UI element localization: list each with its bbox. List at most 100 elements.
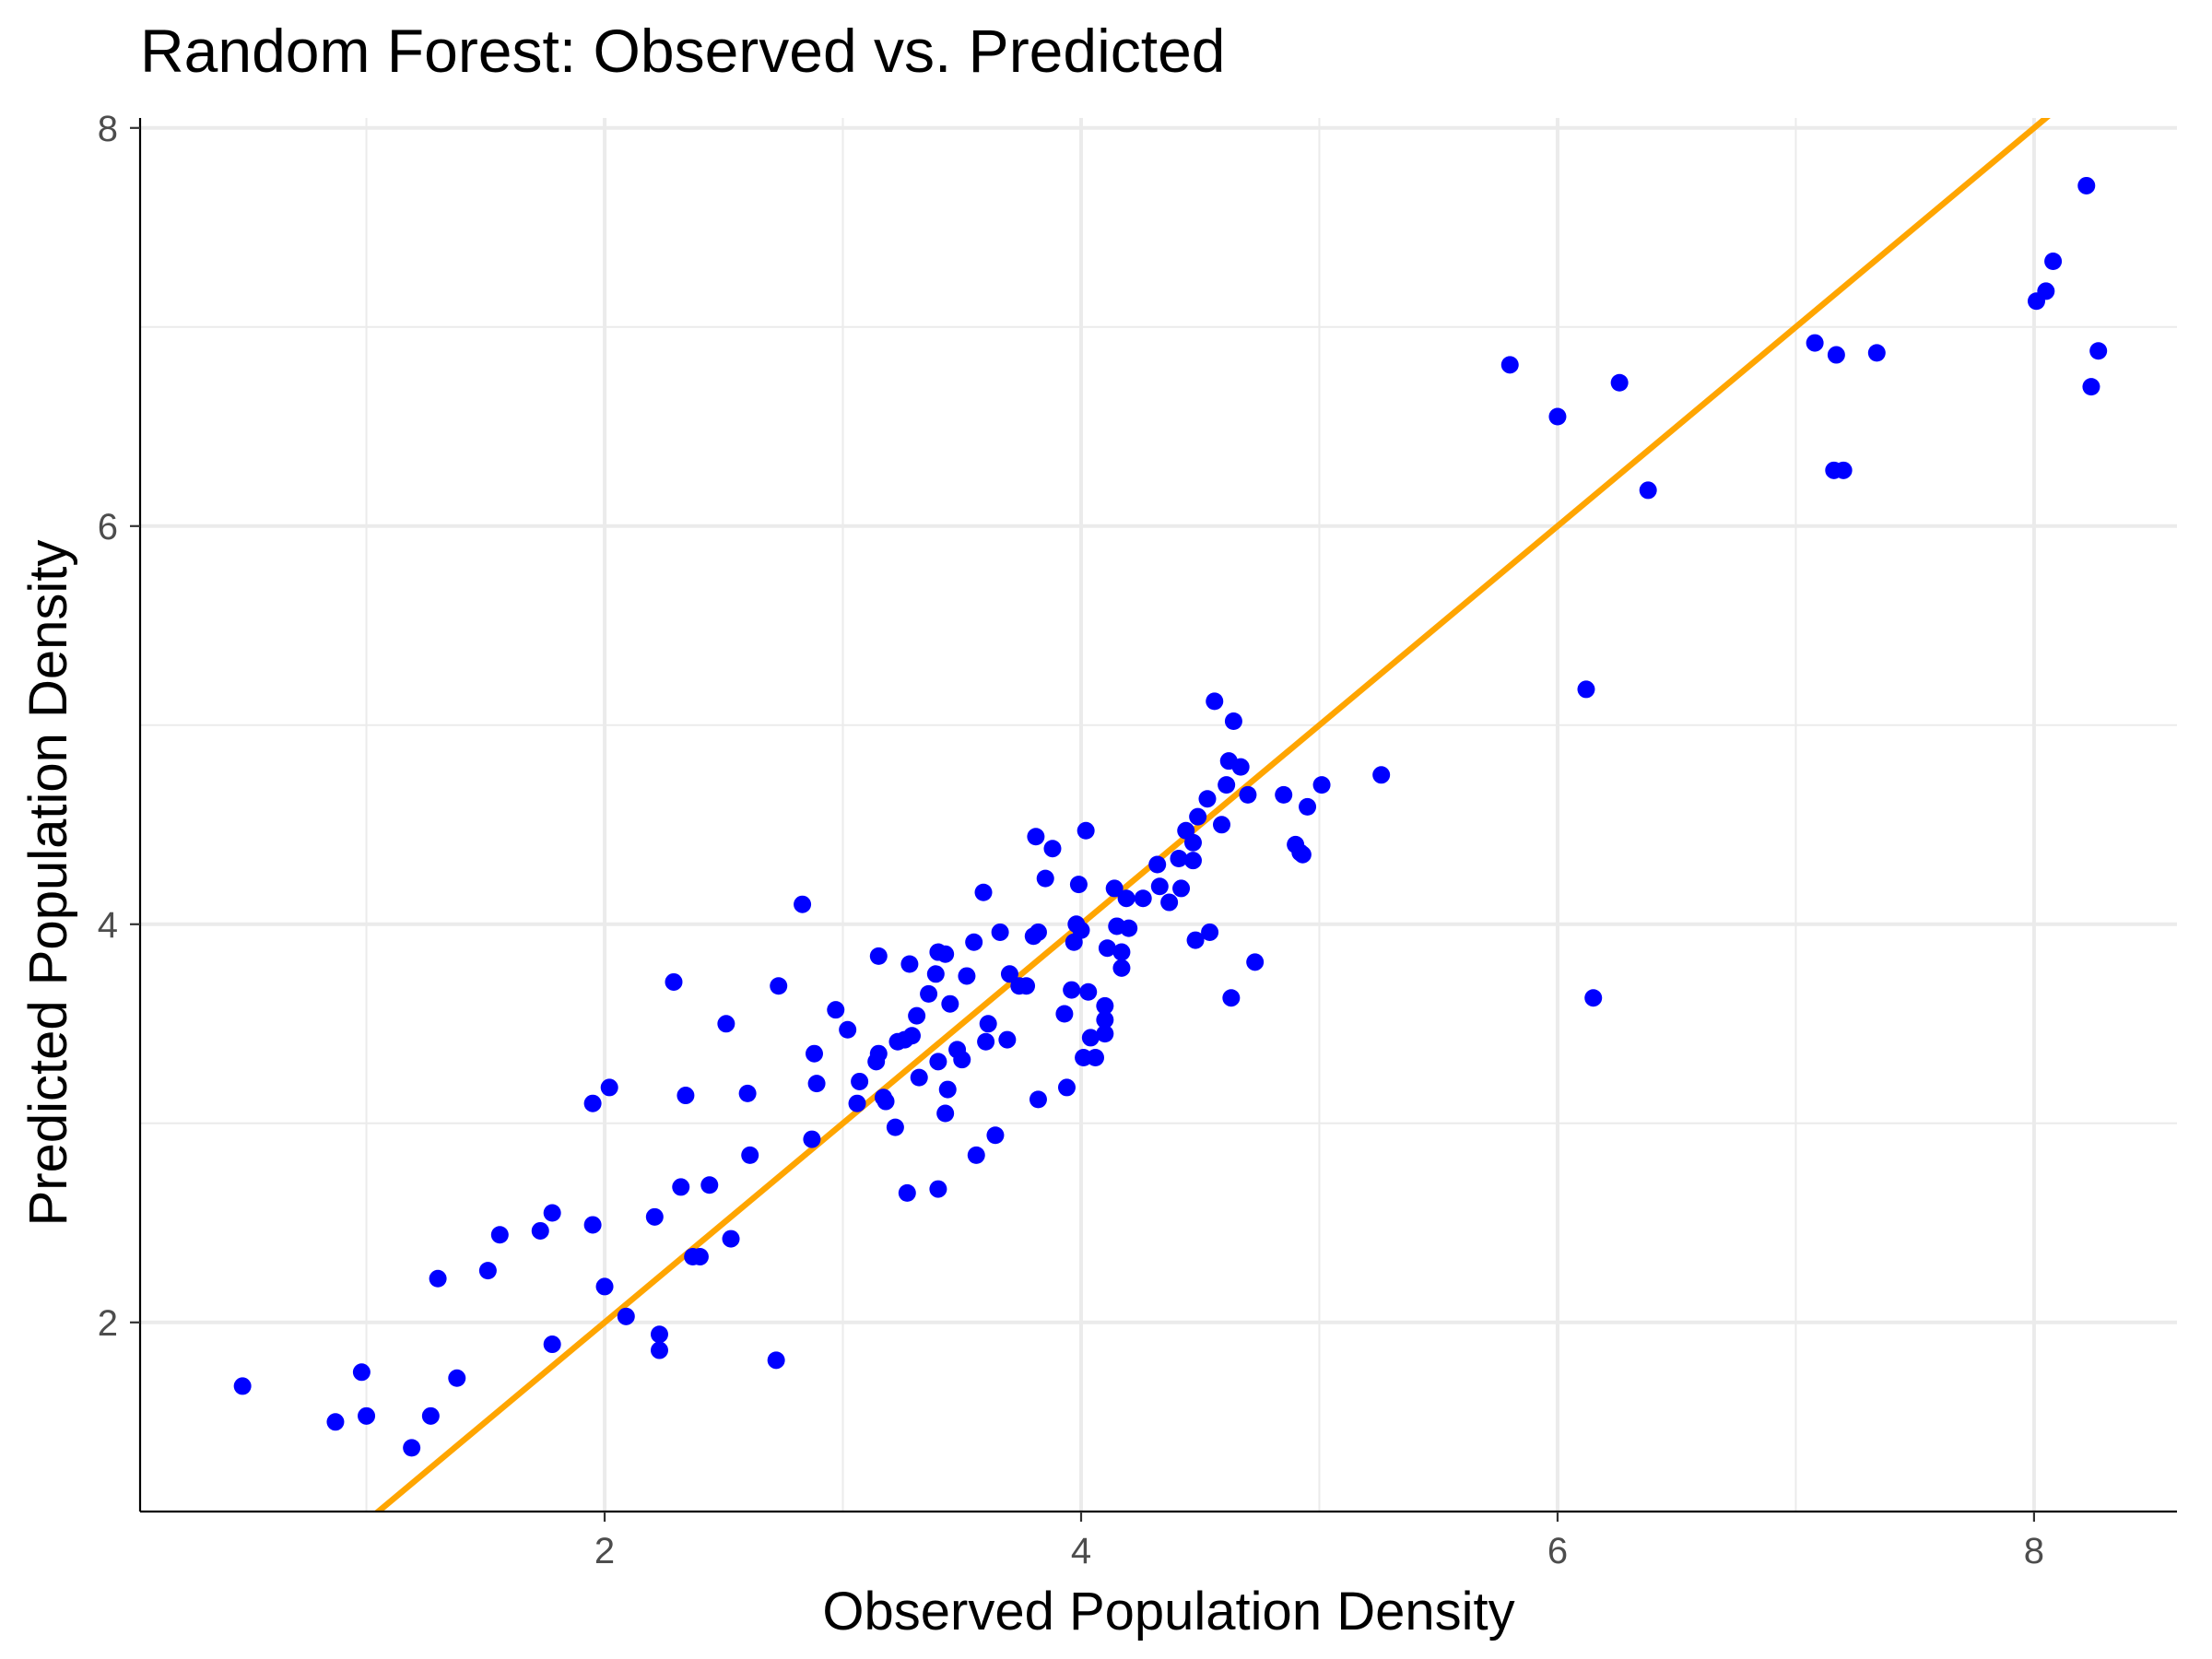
data-point xyxy=(1189,807,1207,826)
data-point xyxy=(645,1207,664,1226)
data-point xyxy=(672,1178,690,1196)
data-point xyxy=(1112,959,1131,977)
y-tick-label: 4 xyxy=(98,905,118,946)
data-point xyxy=(900,955,919,973)
data-points xyxy=(233,176,2108,1457)
data-point xyxy=(1117,889,1135,908)
data-point xyxy=(977,1032,995,1051)
data-point xyxy=(767,1351,785,1370)
data-point xyxy=(2077,176,2096,194)
data-point xyxy=(2044,253,2063,271)
data-point xyxy=(2082,378,2100,396)
data-point xyxy=(1096,1025,1114,1043)
data-point xyxy=(583,1094,602,1112)
data-point xyxy=(1299,797,1317,816)
data-point xyxy=(827,1001,845,1019)
data-point xyxy=(1134,889,1152,908)
data-point xyxy=(1057,1078,1076,1097)
data-point xyxy=(886,1118,904,1136)
data-point xyxy=(926,965,945,983)
data-point xyxy=(869,947,888,965)
data-point xyxy=(877,1092,895,1111)
data-point xyxy=(1081,1029,1100,1047)
data-point xyxy=(617,1307,635,1325)
x-tick-label: 2 xyxy=(594,1531,615,1571)
identity-reference-line xyxy=(373,118,2051,1512)
data-point xyxy=(1183,833,1202,852)
data-point xyxy=(1029,923,1047,941)
data-point xyxy=(717,1015,735,1033)
data-point xyxy=(807,1075,826,1093)
data-point xyxy=(1275,785,1293,804)
data-point xyxy=(2037,282,2055,300)
data-point xyxy=(1239,785,1257,804)
y-tick-label: 8 xyxy=(98,109,118,149)
data-point xyxy=(531,1221,549,1240)
data-point xyxy=(650,1341,668,1359)
data-point xyxy=(1186,931,1205,949)
x-axis-ticks: 2 4 6 8 xyxy=(594,1512,2044,1571)
data-point xyxy=(1218,776,1236,794)
data-point xyxy=(1087,1049,1105,1067)
data-point xyxy=(908,1006,926,1025)
x-tick-label: 8 xyxy=(2024,1531,2044,1571)
data-point xyxy=(722,1230,740,1248)
data-point xyxy=(869,1044,888,1063)
data-point xyxy=(1293,845,1312,864)
y-tick-label: 6 xyxy=(98,507,118,547)
data-point xyxy=(1172,879,1191,898)
data-point xyxy=(448,1369,466,1387)
data-point xyxy=(936,945,955,963)
data-point xyxy=(490,1226,509,1244)
data-point xyxy=(1072,921,1090,939)
data-point xyxy=(898,1183,916,1202)
data-point xyxy=(979,1015,997,1033)
data-point xyxy=(1198,790,1217,808)
data-point xyxy=(770,977,788,995)
data-point xyxy=(1112,943,1131,961)
data-point xyxy=(1610,373,1629,392)
data-point xyxy=(941,994,959,1013)
data-point xyxy=(1246,953,1265,971)
data-point xyxy=(929,1053,947,1071)
data-point xyxy=(910,1068,928,1087)
data-point xyxy=(1201,923,1219,941)
data-point xyxy=(700,1176,719,1194)
data-point xyxy=(920,984,938,1003)
data-point xyxy=(1312,776,1331,794)
x-tick-label: 6 xyxy=(1547,1531,1568,1571)
data-point xyxy=(998,1030,1017,1049)
data-point xyxy=(1096,996,1114,1015)
data-point xyxy=(1018,977,1036,995)
data-point xyxy=(690,1248,709,1266)
x-axis-title: Observed Population Density xyxy=(822,1582,1514,1641)
reference-line-layer xyxy=(373,118,2051,1512)
data-point xyxy=(650,1325,668,1344)
data-point xyxy=(1077,821,1095,840)
data-point xyxy=(1120,919,1138,937)
data-point xyxy=(794,895,812,913)
data-point xyxy=(851,1072,869,1090)
data-point xyxy=(1183,852,1202,870)
data-point xyxy=(965,933,983,951)
data-point xyxy=(1148,855,1167,874)
data-point xyxy=(929,1180,947,1198)
data-point xyxy=(1036,869,1054,888)
data-point xyxy=(543,1204,561,1222)
data-point xyxy=(958,967,976,985)
data-point xyxy=(326,1413,345,1431)
data-point xyxy=(1027,828,1045,846)
x-tick-label: 4 xyxy=(1071,1531,1091,1571)
data-point xyxy=(902,1027,921,1045)
data-point xyxy=(478,1262,497,1280)
data-point xyxy=(741,1146,759,1164)
data-point xyxy=(583,1216,602,1234)
data-point xyxy=(803,1130,821,1148)
data-point xyxy=(1867,344,1886,362)
data-point xyxy=(358,1406,376,1425)
data-point xyxy=(233,1377,252,1395)
data-point xyxy=(595,1277,614,1296)
data-point xyxy=(1224,712,1242,730)
data-point xyxy=(677,1087,695,1105)
